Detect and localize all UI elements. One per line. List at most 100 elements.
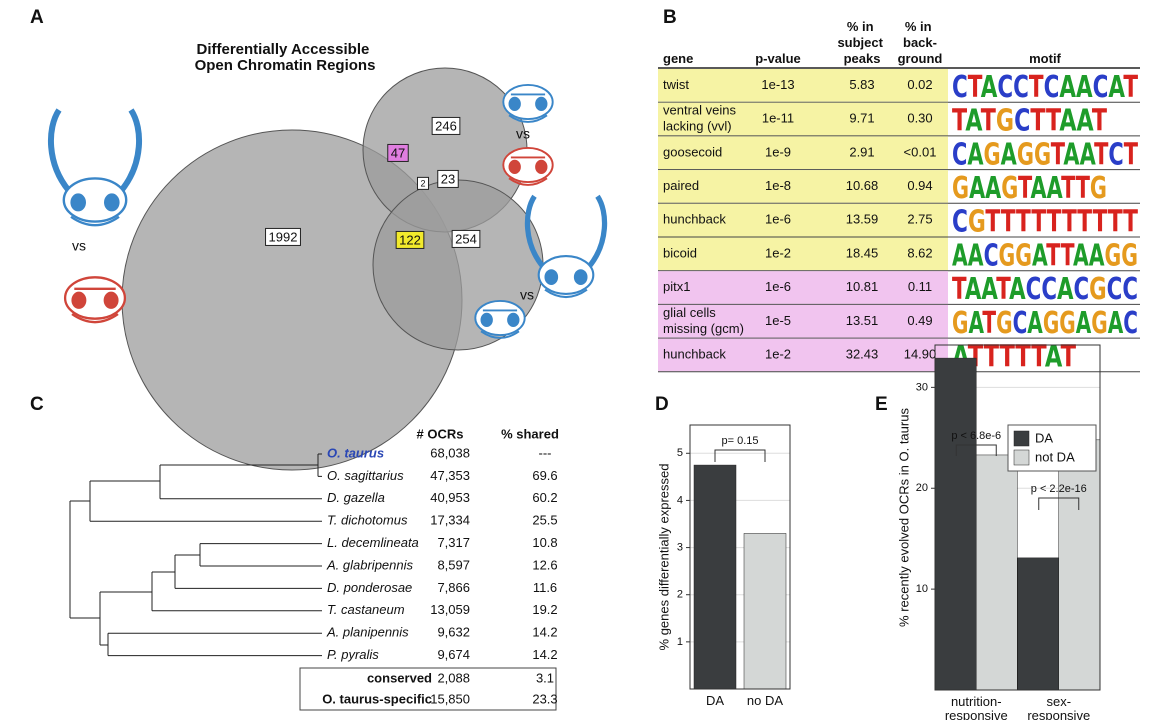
- summary-label: conserved: [367, 670, 432, 685]
- table-cell: 13.51: [846, 313, 879, 328]
- vs-label: vs: [72, 238, 86, 254]
- legend-swatch: [1013, 430, 1030, 447]
- percent-shared: 25.5: [532, 513, 557, 528]
- ocr-count: 17,334: [430, 513, 470, 528]
- table-row-bg: [658, 338, 948, 372]
- legend-label: not DA: [1035, 449, 1075, 464]
- venn-title: Differentially Accessible Open Chromatin…: [195, 41, 376, 74]
- table-cell: 0.11: [908, 279, 932, 294]
- bar: [976, 454, 1018, 691]
- table-cell: 1e-13: [761, 77, 794, 92]
- venn-count: 1992: [269, 229, 298, 244]
- motif: TATGCTTAAT: [952, 103, 1107, 138]
- percent-shared: 11.6: [533, 580, 557, 595]
- y-tick-label: 30: [916, 381, 928, 393]
- ocr-count: 7,866: [437, 580, 470, 595]
- percent-shared: 60.2: [532, 490, 557, 505]
- table-cell: 0.02: [907, 77, 932, 92]
- percent-shared: 19.2: [532, 602, 557, 617]
- significance-bracket: [1038, 497, 1080, 510]
- motif: CAGAGGTAATCT: [952, 137, 1138, 172]
- table-header: % in back-ground: [898, 19, 943, 66]
- plot-frame: [689, 424, 791, 690]
- legend-swatch: [1013, 449, 1030, 466]
- ocr-count: 40,953: [430, 490, 470, 505]
- table-cell: 9.71: [849, 111, 874, 126]
- table-cell: 13.59: [846, 212, 879, 227]
- table-cell: 0.94: [907, 178, 932, 193]
- percent-shared: 12.6: [532, 557, 557, 572]
- species: T. dichotomus: [327, 513, 408, 528]
- percent-shared: 10.8: [532, 535, 557, 550]
- species: D. gazella: [327, 490, 385, 505]
- ocr-count: 2,088: [437, 670, 470, 685]
- label-box: [437, 169, 459, 188]
- y-tick-label: 1: [677, 636, 683, 648]
- annotation: p < 6.8e-6: [951, 430, 1001, 442]
- x-tick-label: sex-responsive: [1027, 694, 1090, 720]
- ocr-count: 13,059: [430, 602, 470, 617]
- table-cell: 14.90: [904, 347, 937, 362]
- gene: pitx1: [663, 279, 690, 294]
- table-cell: 1e-2: [765, 246, 791, 261]
- ocr-count: 68,038: [430, 445, 470, 460]
- table-cell: 1e-11: [762, 111, 794, 126]
- label-box: [265, 227, 301, 246]
- table-cell: 0.30: [907, 111, 932, 126]
- ocr-count: 15,850: [430, 691, 470, 706]
- table-cell: 1e-2: [765, 347, 791, 362]
- y-tick-label: 2: [677, 589, 683, 601]
- table-row-bg: [658, 304, 948, 338]
- y-tick-label: 20: [916, 482, 928, 494]
- legend-label: DA: [1035, 430, 1053, 445]
- bar: [1058, 439, 1100, 691]
- gene: glial cells missing (gcm): [663, 305, 744, 336]
- bar: [1017, 557, 1059, 691]
- vs-label: vs: [516, 126, 530, 142]
- panel-label: B: [663, 7, 677, 28]
- table-cell: 1e-8: [765, 178, 791, 193]
- table-cell: 10.68: [846, 178, 879, 193]
- table-cell: 0.49: [907, 313, 932, 328]
- motif: AACGGATTAAGG: [952, 238, 1138, 273]
- species: P. pyralis: [327, 647, 379, 662]
- ocr-count: 7,317: [437, 535, 470, 550]
- annotation: p= 0.15: [721, 435, 758, 447]
- bar: [693, 464, 737, 690]
- panel-label: C: [30, 394, 44, 415]
- panel-label: E: [875, 394, 888, 415]
- gene: bicoid: [663, 246, 697, 261]
- table-header: motif: [1029, 51, 1061, 66]
- table-cell: 1e-6: [765, 212, 791, 227]
- bar: [743, 533, 787, 690]
- percent-shared: 23.3: [532, 691, 557, 706]
- species: A. planipennis: [326, 625, 409, 640]
- table-row-bg: [658, 102, 948, 136]
- motif: TAATACCACGCC: [952, 272, 1138, 307]
- label-box: [416, 176, 430, 190]
- x-tick-label: nutrition-responsive: [945, 694, 1008, 720]
- species: O. sagittarius: [327, 468, 404, 483]
- tree-branches: [69, 453, 322, 657]
- significance-bracket: [955, 444, 997, 456]
- percent-shared: 69.6: [532, 468, 557, 483]
- y-axis-label: % genes differentially expressed: [656, 464, 671, 651]
- species: O. taurus: [327, 445, 384, 460]
- table-header: gene: [663, 51, 693, 66]
- table-cell: 32.43: [846, 347, 879, 362]
- venn-count: 47: [391, 145, 405, 160]
- venn-count: 246: [435, 118, 457, 133]
- species: A. glabripennis: [326, 557, 413, 572]
- venn-count: 122: [399, 232, 421, 247]
- venn-count: 23: [441, 171, 455, 186]
- significance-bracket: [714, 449, 766, 462]
- table-header: p-value: [755, 51, 801, 66]
- panel-label: A: [30, 7, 44, 28]
- table-row-bg: [658, 69, 948, 102]
- panel-label: D: [655, 394, 669, 415]
- motif: GAAGTAATTG: [952, 170, 1107, 205]
- gene: twist: [663, 77, 689, 92]
- table-cell: 10.81: [846, 279, 879, 294]
- venn-count: 254: [455, 231, 477, 246]
